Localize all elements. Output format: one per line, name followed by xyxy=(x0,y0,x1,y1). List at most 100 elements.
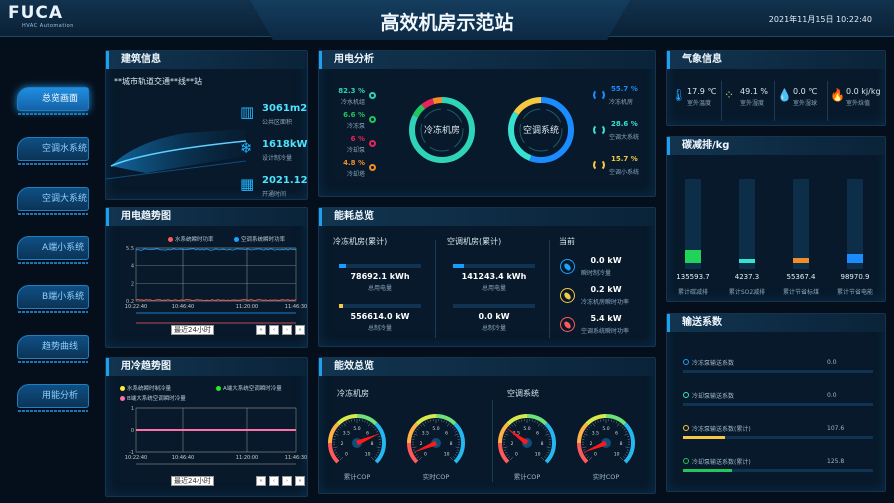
gauge-tick xyxy=(457,436,459,437)
gauge-tick-label: 0 xyxy=(515,452,518,458)
gauge-tick xyxy=(626,452,628,453)
gauge-tick xyxy=(365,420,366,422)
cop-gauge: 02 3.55.0 6810 xyxy=(404,411,468,475)
stat-label: 开通时间 xyxy=(262,189,286,198)
cold-trend-panel: 用冷趋势图 水系统瞬时制冷量 A端大系统空调瞬时冷量 B端大系统空调瞬时冷量 1 0 -1… xyxy=(105,357,308,497)
share-value: 15.7 % xyxy=(611,155,638,163)
stat-value: 3061m2 xyxy=(262,103,307,114)
weather-value: 0.0 kj/kg xyxy=(846,87,881,96)
progress-track xyxy=(683,370,873,373)
gauge-tick xyxy=(616,422,617,424)
next-page-button[interactable]: › xyxy=(282,325,292,335)
nav-item-4[interactable]: B端小系统 xyxy=(17,285,89,309)
energy-value: 141243.4 kWh xyxy=(447,272,541,281)
gauge-arc xyxy=(455,424,463,462)
gauge-tick xyxy=(538,423,540,426)
gauge-arc xyxy=(625,424,633,462)
gauge-tick xyxy=(417,429,419,430)
progress-track xyxy=(453,304,535,308)
current-value: 0.2 kW xyxy=(581,285,631,294)
gauge-tick-label: 3.5 xyxy=(592,430,599,436)
gauge-tick xyxy=(587,429,589,430)
legend-ring-icon xyxy=(593,124,605,136)
progress-track xyxy=(339,304,421,308)
nav-item-0[interactable]: 总览画面 xyxy=(17,87,89,111)
y-tick-label: 0 xyxy=(131,428,134,434)
gauge-tick xyxy=(414,452,416,453)
range-select[interactable]: 最近24小时 xyxy=(171,325,214,335)
gauge-tick xyxy=(450,425,451,427)
share-label: 冷却泵 xyxy=(329,145,365,154)
current-label: 瞬时制冷量 xyxy=(581,268,611,277)
share-label: 冷水机组 xyxy=(329,97,365,106)
gauge-tick xyxy=(546,454,548,455)
next-page-button[interactable]: › xyxy=(282,476,292,486)
nav-item-6[interactable]: 用能分析 xyxy=(17,384,89,408)
transport-panel: 输送系数 冷冻泵输送系数 0.0 冷却泵输送系数 0.0 冷冻泵输送系数(累计) 107.… xyxy=(666,313,886,492)
gauge-tick-label: 5.0 xyxy=(602,426,609,432)
prev-page-button[interactable]: ‹ xyxy=(269,476,279,486)
gauge-tick xyxy=(334,450,336,451)
last-page-button[interactable]: » xyxy=(295,476,305,486)
gauge-tick xyxy=(614,420,615,422)
gauge-tick-label: 0 xyxy=(594,452,597,458)
gauge-tick xyxy=(456,452,458,453)
transport-label: 冷冻泵输送系数 xyxy=(692,358,734,367)
carbon-label: 累计节省电能 xyxy=(830,287,880,296)
energy-label: 总制冷量 xyxy=(333,323,427,332)
share-label: 空调大系统 xyxy=(609,132,639,141)
gauge-tick-label: 8 xyxy=(541,441,544,447)
thermometer-icon: 🌡 xyxy=(671,88,686,102)
carbon-label: 累计碳减排 xyxy=(668,287,718,296)
divider xyxy=(721,81,722,121)
nav-item-2[interactable]: 空调大系统 xyxy=(17,187,89,211)
gauge-tick xyxy=(376,454,378,455)
gauge-tick xyxy=(376,431,378,432)
status-ring-icon xyxy=(683,425,689,431)
stat-value: 1618kW xyxy=(262,139,308,150)
gauge-icon xyxy=(560,288,575,303)
gauge-tick xyxy=(509,427,510,428)
gauge-tick xyxy=(622,427,623,428)
last-page-button[interactable]: » xyxy=(295,325,305,335)
gauge-tick xyxy=(514,423,516,426)
energy-label: 总制冷量 xyxy=(447,323,541,332)
progress-fill xyxy=(683,469,732,472)
transport-label: 冷却泵输送系数 xyxy=(692,391,734,400)
gauge-tick xyxy=(508,457,510,458)
first-page-button[interactable]: « xyxy=(256,325,266,335)
gauge-tick xyxy=(373,427,374,428)
gauge-tick xyxy=(340,457,343,460)
gauge-tick xyxy=(627,436,629,437)
gauge-tick-label: 10 xyxy=(444,452,450,458)
gauge-tick xyxy=(620,457,623,460)
gauge-arc xyxy=(579,424,587,443)
calendar-icon: ▦ xyxy=(240,175,254,193)
gauge-tick xyxy=(375,429,377,430)
energy-value: 0.0 kW xyxy=(447,312,541,321)
series-line xyxy=(136,299,296,300)
status-ring-icon xyxy=(683,392,689,398)
gauge-tick xyxy=(510,457,513,460)
train-image xyxy=(106,111,246,191)
progress-track xyxy=(683,436,873,439)
gauge-tick xyxy=(624,434,628,436)
gauge-tick-label: 2 xyxy=(420,441,423,447)
nav-item-3[interactable]: A端小系统 xyxy=(17,236,89,260)
range-select[interactable]: 最近24小时 xyxy=(171,476,214,486)
prev-page-button[interactable]: ‹ xyxy=(269,325,279,335)
gauge-tick xyxy=(344,423,346,426)
efficiency-panel: 能效总览 冷冻机房 0 2 3.5 5.0 6 8 10 累计COP 0 2 3.5 5.0 6 8 10 实时… xyxy=(318,357,656,494)
nav-item-1[interactable]: 空调水系统 xyxy=(17,137,89,161)
first-page-button[interactable]: « xyxy=(256,476,266,486)
gauge-tick xyxy=(537,422,538,424)
gauge-tick xyxy=(368,423,370,426)
nav-item-5[interactable]: 趋势曲线 xyxy=(17,335,89,359)
carbon-bar-fill xyxy=(793,258,809,263)
x-tick-label: 11:20:00 xyxy=(236,455,258,461)
energy-label: 总用电量 xyxy=(447,283,541,292)
gauge-tick xyxy=(333,447,337,448)
gauge-tick xyxy=(625,431,627,432)
current-title: 当前 xyxy=(559,236,575,247)
stat-label: 公共区面积 xyxy=(262,117,292,126)
